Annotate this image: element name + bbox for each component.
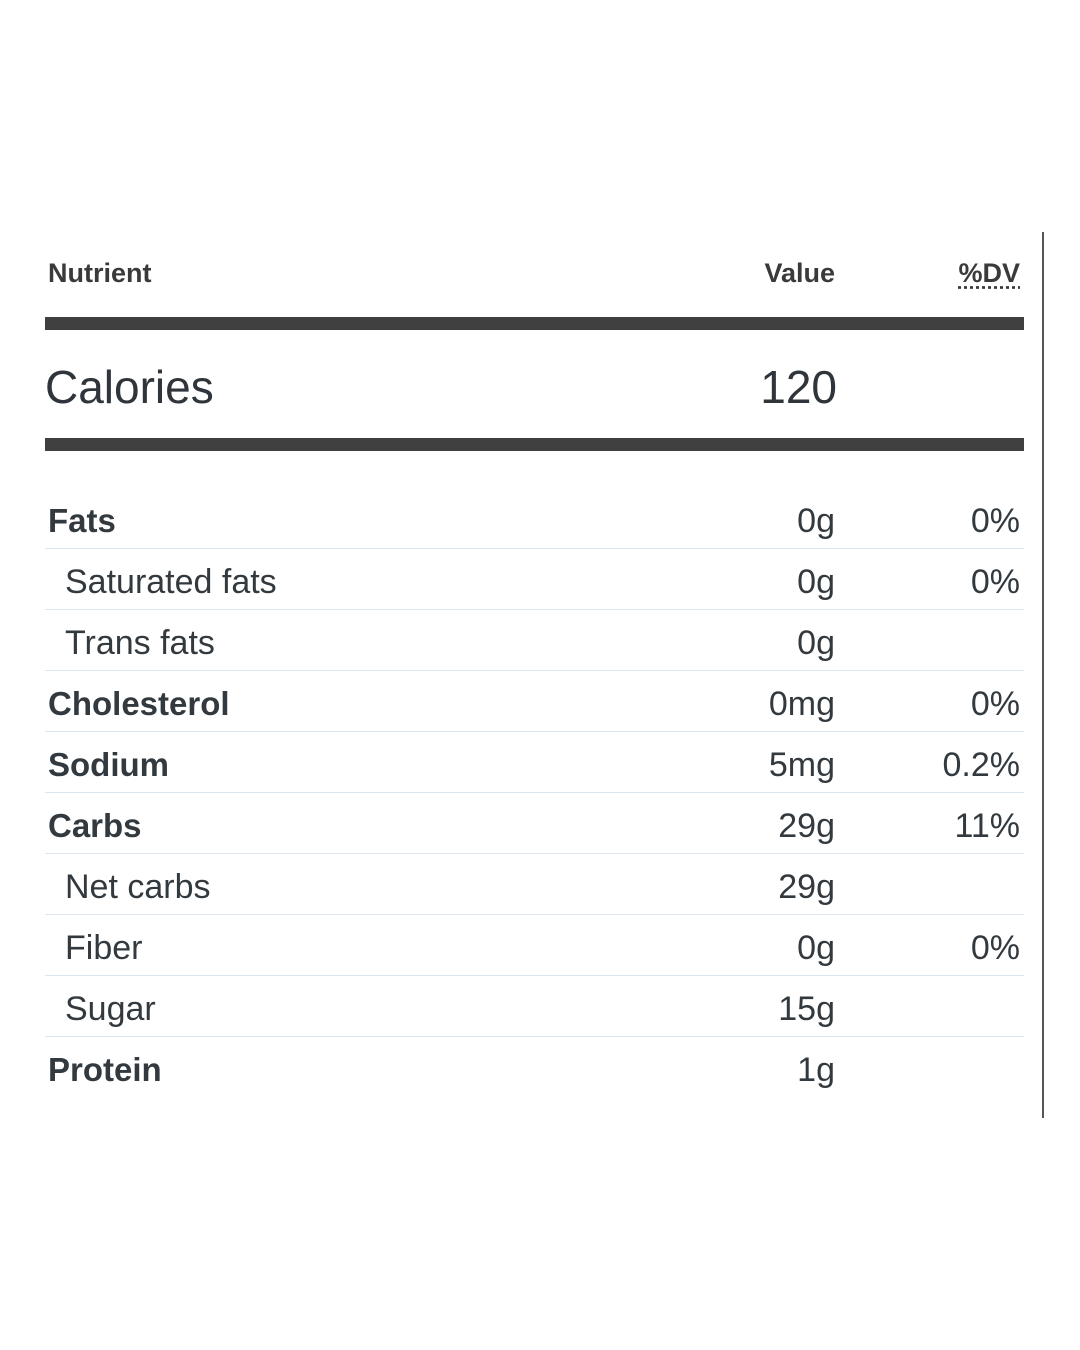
table-header: Nutrient Value %DV (45, 258, 1024, 298)
nutrient-value: 0g (797, 929, 835, 967)
nutrient-dv: 0% (970, 502, 1020, 540)
nutrient-value: 15g (778, 990, 835, 1028)
nutrient-name: Sugar (65, 990, 156, 1028)
nutrient-rows: Fats 0g 0% Saturated fats 0g 0% Trans fats 0g Ch… (45, 488, 1024, 1097)
table-row: Sugar 15g (45, 976, 1024, 1037)
nutrient-value: 29g (778, 868, 835, 906)
divider-thick (45, 317, 1024, 330)
table-row: Net carbs 29g (45, 854, 1024, 915)
divider-thick (45, 438, 1024, 451)
nutrient-name: Sodium (48, 746, 169, 783)
nutrient-dv: 0% (970, 685, 1020, 723)
nutrient-name: Fiber (65, 929, 143, 967)
table-row: Carbs 29g 11% (45, 793, 1024, 854)
table-row: Sodium 5mg 0.2% (45, 732, 1024, 793)
table-row: Cholesterol 0mg 0% (45, 671, 1024, 732)
nutrient-name: Cholesterol (48, 685, 230, 722)
calories-label: Calories (45, 361, 214, 413)
nutrient-dv: 0.2% (942, 746, 1021, 784)
nutrient-name: Trans fats (65, 624, 215, 662)
table-row: Trans fats 0g (45, 610, 1024, 671)
nutrient-value: 0mg (768, 685, 835, 723)
nutrient-value: 5mg (768, 746, 835, 784)
nutrient-name: Protein (48, 1051, 162, 1088)
table-row: Protein 1g (45, 1037, 1024, 1097)
nutrient-name: Carbs (48, 807, 142, 844)
nutrient-name: Fats (48, 502, 116, 539)
nutrient-value: 0g (797, 502, 835, 540)
calories-value: 120 (760, 361, 837, 413)
table-row: Fats 0g 0% (45, 488, 1024, 549)
nutrient-value: 0g (797, 563, 835, 601)
divider-vertical (1042, 232, 1044, 1118)
nutrient-dv: 11% (954, 807, 1020, 845)
nutrient-dv: 0% (970, 929, 1020, 967)
header-dv[interactable]: %DV (958, 258, 1020, 288)
nutrient-value: 29g (778, 807, 835, 845)
header-nutrient: Nutrient (48, 258, 152, 288)
header-value: Value (764, 258, 835, 288)
nutrient-dv: 0% (970, 563, 1020, 601)
nutrient-value: 0g (797, 624, 835, 662)
nutrient-name: Net carbs (65, 868, 211, 906)
nutrient-value: 1g (797, 1051, 835, 1089)
table-row: Fiber 0g 0% (45, 915, 1024, 976)
nutrient-name: Saturated fats (65, 563, 277, 601)
table-row: Saturated fats 0g 0% (45, 549, 1024, 610)
